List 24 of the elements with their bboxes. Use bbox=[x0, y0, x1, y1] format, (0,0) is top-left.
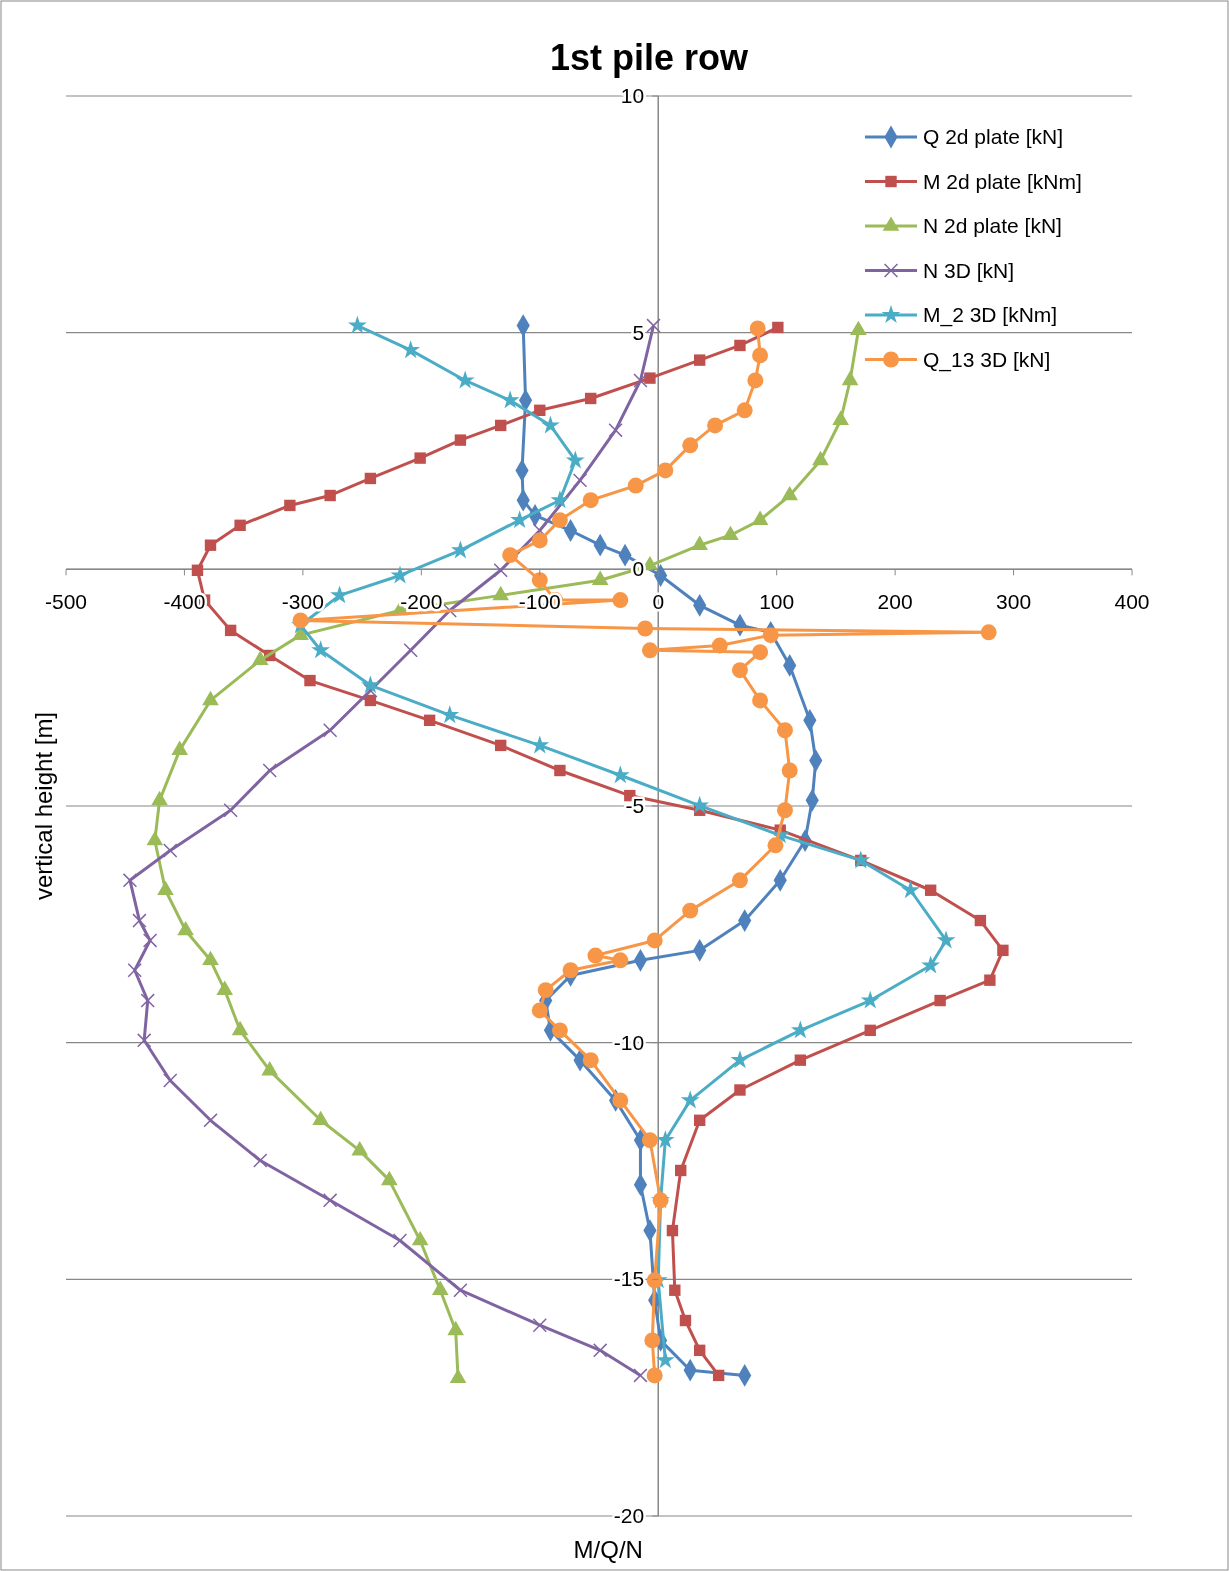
x-axis-title: M/Q/N bbox=[573, 1536, 643, 1563]
x-tick-label: 400 bbox=[1114, 590, 1150, 614]
y-tick-label: -5 bbox=[625, 794, 645, 817]
x-tick-label: 100 bbox=[759, 590, 795, 614]
legend-label: Q 2d plate [kN] bbox=[923, 125, 1064, 148]
legend-label: M 2d plate [kNm] bbox=[923, 169, 1082, 193]
legend-label: N 3D [kN] bbox=[923, 258, 1015, 282]
x-tick-label: -100 bbox=[518, 590, 561, 614]
x-tick-label: -500 bbox=[44, 590, 88, 614]
y-tick-label: -10 bbox=[613, 1030, 645, 1054]
chart-title: 1st pile row bbox=[549, 37, 750, 78]
x-tick-label: -400 bbox=[163, 590, 206, 614]
y-tick-label: 5 bbox=[632, 320, 645, 344]
y-axis-title: vertical height [m] bbox=[30, 711, 57, 901]
y-tick-label: -20 bbox=[613, 1504, 645, 1527]
legend-label: N 2d plate [kN] bbox=[923, 214, 1062, 237]
x-tick-label: 0 bbox=[652, 590, 665, 614]
x-tick-label: 300 bbox=[996, 590, 1032, 614]
x-tick-label: -300 bbox=[281, 590, 324, 614]
legend-label: M_2 3D [kNm] bbox=[923, 303, 1058, 327]
legend-label: Q_13 3D [kN] bbox=[923, 347, 1051, 372]
x-tick-label: 200 bbox=[877, 590, 913, 614]
y-tick-label: -15 bbox=[613, 1267, 645, 1291]
y-tick-label: 10 bbox=[620, 84, 645, 107]
